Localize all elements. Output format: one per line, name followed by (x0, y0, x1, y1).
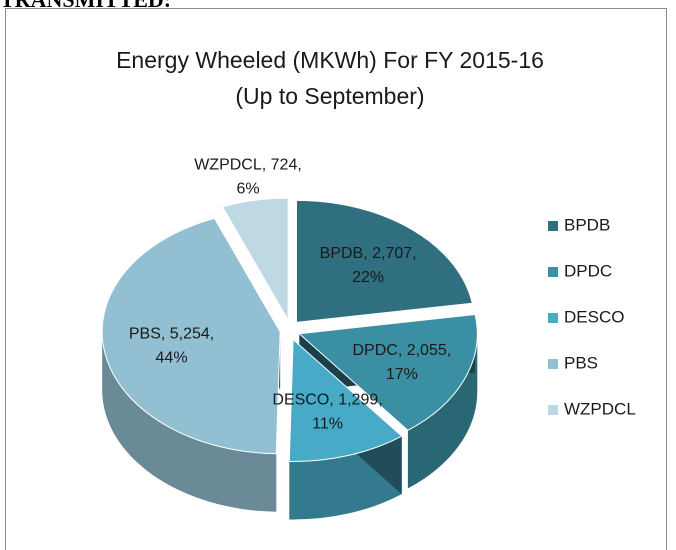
legend-swatch (548, 359, 558, 369)
pie-slice (295, 199, 473, 323)
legend-label: DESCO (564, 307, 624, 326)
pie-slice (288, 338, 403, 462)
chart-title: Energy Wheeled (MKWh) For FY 2015-16 (116, 47, 544, 73)
legend-swatch (548, 221, 558, 231)
data-label: WZPDCL, 724, (194, 157, 302, 174)
data-label: 17% (386, 366, 418, 383)
pie-slice (221, 197, 289, 323)
data-label: 22% (352, 269, 384, 286)
data-label: PBS, 5,254, (129, 325, 214, 342)
legend-label: WZPDCL (564, 399, 636, 418)
data-label: DPDC, 2,055, (352, 342, 451, 359)
legend-swatch (548, 267, 558, 277)
legend-label: PBS (564, 353, 598, 372)
legend-swatch (548, 405, 558, 415)
pie-slice (298, 313, 478, 431)
legend-label: DPDC (564, 261, 612, 280)
legend-label: BPDB (564, 215, 610, 234)
data-label: BPDB, 2,707, (320, 245, 417, 262)
chart-subtitle: (Up to September) (235, 83, 424, 109)
data-label: 6% (236, 181, 259, 198)
data-label: 44% (156, 349, 188, 366)
pie-side (407, 333, 478, 489)
data-label: DESCO, 1,299, (272, 392, 382, 409)
legend-swatch (548, 313, 558, 323)
data-label: 11% (312, 416, 343, 433)
pie-side (102, 331, 277, 512)
pie-slice (101, 217, 281, 455)
